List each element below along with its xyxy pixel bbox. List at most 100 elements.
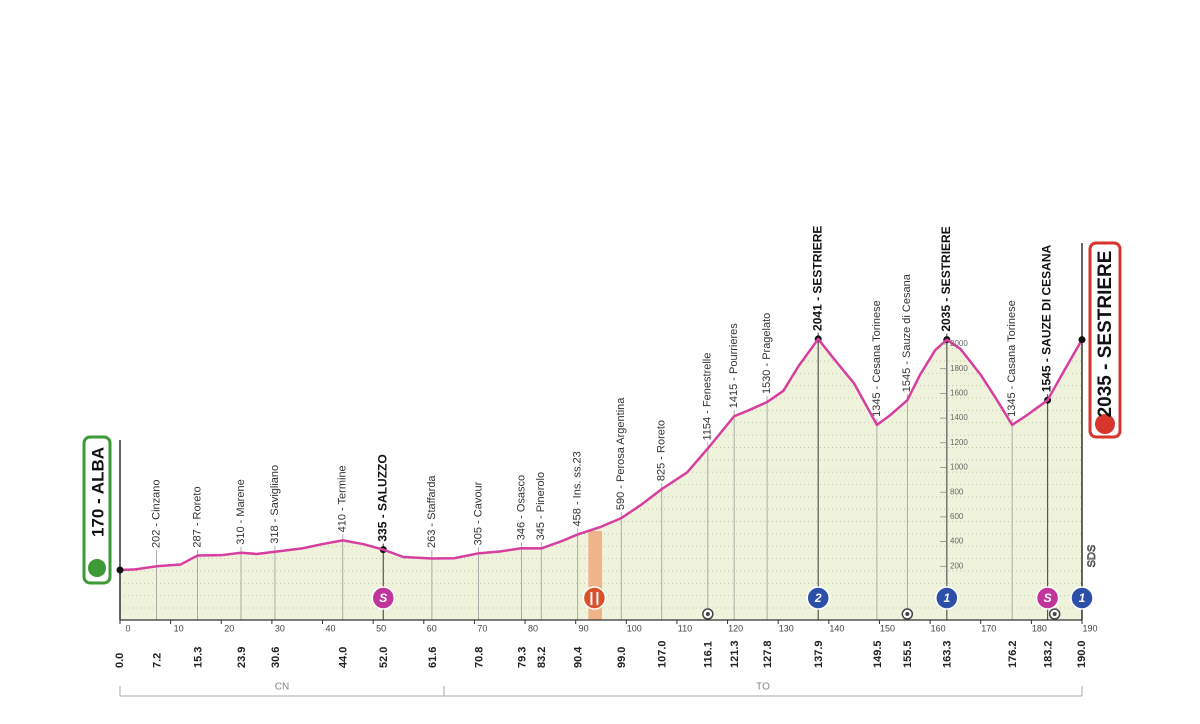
waypoint-label: 287 - Roreto	[191, 486, 203, 547]
finish-km: 190.0	[1076, 640, 1088, 668]
waypoint-km: 163.3	[942, 640, 954, 668]
waypoint-km: 137.9	[813, 640, 825, 668]
finish-box	[1088, 241, 1122, 439]
x-tick-label: 110	[678, 623, 692, 633]
waypoint-km: 7.2	[151, 653, 163, 668]
alt-tick-label: 1600	[950, 389, 968, 398]
waypoint-label: 202 - Cinzano	[150, 480, 162, 549]
sprint-icon	[1035, 586, 1060, 610]
x-tick-label: 150	[880, 623, 895, 633]
x-tick-label: 0	[125, 623, 130, 633]
alt-tick-label: 800	[950, 487, 964, 496]
climb-text: 2	[814, 591, 822, 605]
waypoint-km: 15.3	[192, 647, 204, 668]
waypoint-km: 127.8	[762, 640, 774, 668]
x-tick-label: 40	[326, 623, 336, 633]
waypoint-km: 90.4	[573, 646, 585, 668]
waypoint-label: 458 - Ins. ss.23	[572, 451, 584, 526]
profile-line	[119, 337, 1084, 572]
sprint-text: S	[1044, 591, 1052, 605]
x-tick-label: 170	[981, 623, 996, 633]
feed-icon	[582, 586, 607, 610]
finish-dot	[1078, 336, 1086, 344]
waypoint-label: 1530 - Pragelato	[761, 313, 773, 394]
waypoint-label: 318 - Savigliano	[269, 465, 281, 544]
waypoint-label: 346 - Osasco	[515, 475, 527, 540]
waypoint-label: 1415 - Pourrieres	[728, 323, 740, 408]
waypoint-km: 44.0	[338, 647, 350, 668]
start-icon	[88, 559, 106, 577]
waypoint-label: 2041 - SESTRIERE	[810, 226, 824, 331]
waypoint-label: 825 - Roreto	[656, 420, 668, 481]
province-label: TO	[756, 682, 770, 693]
x-tick-label: 190	[1082, 623, 1097, 633]
waypoint-label: 335 - SALUZZO	[375, 454, 389, 541]
x-tick-label: 90	[579, 623, 589, 633]
waypoint-km: 121.3	[729, 640, 741, 668]
alt-tick-label: 1400	[950, 413, 968, 422]
waypoint-km: 70.8	[473, 647, 485, 668]
waypoint-label: 1345 - Casana Torinese	[1006, 300, 1018, 417]
alt-tick-label: 1800	[950, 364, 968, 373]
sprint-text: S	[379, 591, 387, 605]
waypoint-km: 61.6	[427, 647, 439, 668]
finish-label: 2035 - SESTRIERE	[1095, 251, 1116, 418]
waypoint-km: 155.5	[902, 640, 914, 668]
waypoint-label: 590 - Perosa Argentina	[615, 397, 627, 510]
alt-tick-label: 400	[950, 537, 964, 546]
waypoint-label: 345 - Pinerolo	[535, 472, 547, 541]
waypoint-km: 83.2	[536, 647, 548, 668]
waypoint-km: 52.0	[378, 647, 390, 668]
alt-tick-label: 2000	[950, 339, 968, 348]
waypoint-km: 116.1	[703, 641, 715, 668]
province-label: CN	[275, 682, 289, 693]
start-box	[82, 435, 112, 585]
x-tick-label: 20	[224, 623, 234, 633]
climb-text: 1	[1079, 591, 1086, 605]
waypoint-label: 310 - Marene	[235, 479, 247, 544]
sprint-icon	[371, 586, 396, 610]
start-label: 170 - ALBA	[88, 447, 107, 537]
x-tick-label: 140	[829, 623, 844, 633]
alt-tick-label: 200	[950, 561, 964, 570]
x-tick-label: 50	[376, 623, 386, 633]
waypoint-label: 1545 - SAUZE DI CESANA	[1040, 244, 1054, 392]
x-tick-label: 30	[275, 623, 285, 633]
climb-icon	[1070, 586, 1094, 610]
climb-icon	[806, 586, 830, 610]
climb-icon	[935, 586, 959, 610]
ring-core	[905, 612, 910, 616]
waypoint-km: 23.9	[236, 647, 248, 668]
x-tick-label: 70	[477, 623, 487, 633]
x-tick-label: 160	[931, 623, 946, 633]
profile-area	[120, 338, 1082, 620]
ring-core	[705, 612, 710, 616]
waypoint-label: 1154 - Fenestrelle	[702, 353, 714, 441]
alt-tick-label: 1200	[950, 438, 968, 447]
start-km: 0.0	[114, 653, 126, 668]
waypoint-label: 263 - Staffarda	[426, 475, 438, 548]
x-tick-label: 80	[528, 623, 538, 633]
waypoint-label: 410 - Termine	[337, 465, 349, 532]
x-tick-label: 130	[779, 623, 794, 633]
x-tick-label: 120	[728, 623, 743, 633]
waypoint-km: 176.2	[1007, 640, 1019, 668]
x-tick-label: 180	[1032, 623, 1047, 633]
x-tick-label: 10	[174, 623, 184, 633]
finish-icon	[1095, 414, 1115, 434]
waypoint-km: 30.6	[270, 647, 282, 668]
waypoint-km: 79.3	[516, 647, 528, 668]
waypoint-label: 305 - Cavour	[472, 481, 484, 545]
waypoint-km: 149.5	[872, 640, 884, 668]
alt-tick-label: 600	[950, 512, 964, 521]
start-dot	[116, 566, 124, 574]
waypoint-label: 2035 - SESTRIERE	[939, 226, 953, 331]
waypoint-label: 1345 - Cesana Torinese	[871, 300, 883, 417]
finish-note: SDS	[1086, 545, 1098, 568]
x-tick-label: 60	[427, 623, 437, 633]
waypoint-km: 99.0	[616, 647, 628, 668]
alt-tick-label: 1000	[950, 463, 968, 472]
climb-text: 1	[943, 591, 950, 605]
waypoint-km: 107.0	[657, 640, 669, 668]
